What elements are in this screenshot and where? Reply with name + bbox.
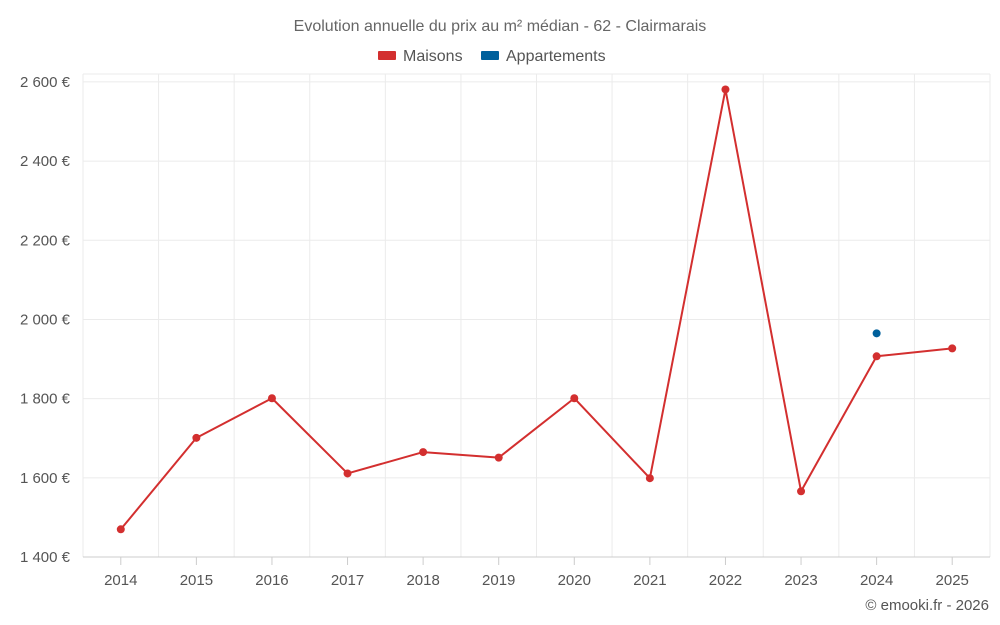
- y-tick-label: 2 600 €: [20, 74, 71, 91]
- x-tick-label: 2020: [558, 572, 591, 589]
- data-point-maisons-2022[interactable]: [721, 85, 730, 94]
- x-tick-label: 2018: [406, 572, 439, 589]
- x-tick-label: 2017: [331, 572, 364, 589]
- credit-text: © emooki.fr - 2026: [865, 597, 989, 614]
- series-line-maisons: [120, 88, 953, 530]
- data-point-maisons-2018[interactable]: [419, 448, 428, 457]
- x-tick-label: 2025: [936, 572, 969, 589]
- legend-swatch-appartements: [481, 51, 499, 60]
- y-tick-label: 2 000 €: [20, 311, 71, 328]
- data-point-maisons-2023[interactable]: [797, 487, 806, 496]
- y-tick-label: 2 200 €: [20, 232, 71, 249]
- legend: Maisons Appartements: [378, 48, 606, 65]
- x-tick-label: 2019: [482, 572, 515, 589]
- series-layer: [116, 85, 957, 534]
- x-tick-label: 2021: [633, 572, 666, 589]
- x-tick-label: 2023: [784, 572, 817, 589]
- data-point-maisons-2024[interactable]: [872, 352, 881, 361]
- data-point-maisons-2021[interactable]: [645, 474, 654, 483]
- y-tick-label: 1 400 €: [20, 549, 71, 566]
- x-tick-label: 2024: [860, 572, 893, 589]
- data-point-maisons-2015[interactable]: [192, 433, 201, 442]
- data-point-maisons-2019[interactable]: [494, 453, 503, 462]
- chart-title: Evolution annuelle du prix au m² médian …: [294, 18, 707, 35]
- y-tick-label: 2 400 €: [20, 153, 71, 170]
- data-point-appartements-2024[interactable]: [872, 329, 881, 338]
- x-tick-label: 2016: [255, 572, 288, 589]
- y-axis: 1 400 € 1 600 € 1 800 € 2 000 € 2 200 € 2 400…: [20, 74, 71, 566]
- y-tick-label: 1 800 €: [20, 391, 71, 408]
- legend-label-maisons: Maisons: [403, 48, 463, 65]
- data-point-maisons-2020[interactable]: [570, 394, 579, 403]
- legend-item-appartements[interactable]: Appartements: [481, 48, 606, 65]
- x-axis: 2014 2015 2016 2017 2018 2019 2020 2021 2022 2023…: [83, 556, 990, 589]
- x-tick-label: 2014: [104, 572, 137, 589]
- grid: [82, 73, 991, 558]
- x-tick-label: 2022: [709, 572, 742, 589]
- legend-swatch-maisons: [378, 51, 396, 60]
- x-tick-label: 2015: [180, 572, 213, 589]
- y-tick-label: 1 600 €: [20, 470, 71, 487]
- legend-item-maisons[interactable]: Maisons: [378, 48, 463, 65]
- data-point-maisons-2014[interactable]: [116, 525, 125, 534]
- data-point-maisons-2016[interactable]: [267, 394, 276, 403]
- data-point-maisons-2025[interactable]: [948, 344, 957, 353]
- data-point-maisons-2017[interactable]: [343, 469, 352, 478]
- legend-label-appartements: Appartements: [506, 48, 606, 65]
